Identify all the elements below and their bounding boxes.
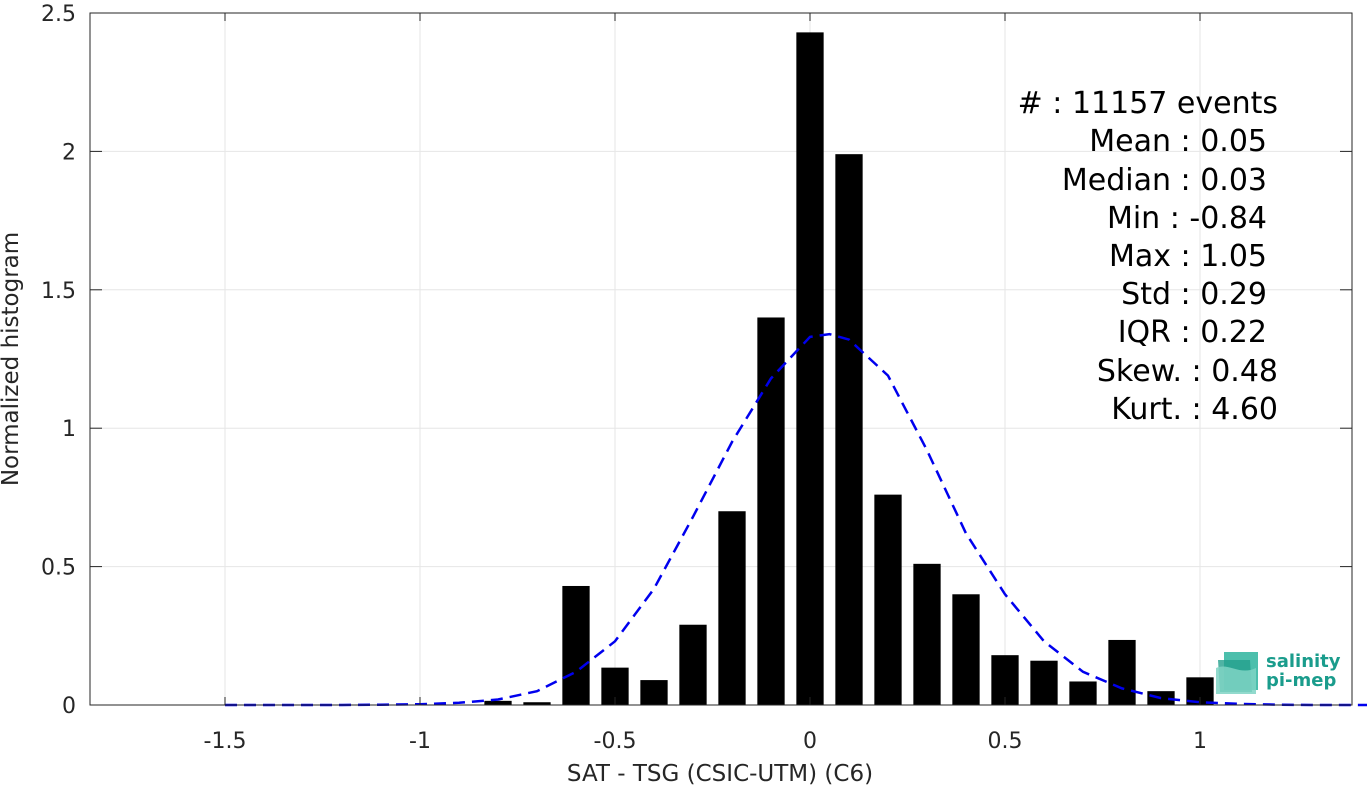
y-tick-label: 0 [62,694,76,719]
axes-box [89,12,1353,706]
ticks [90,12,1352,706]
stat-iqr: IQR : 0.22 [1118,315,1267,350]
x-tick-label: -0.5 [594,729,637,754]
normal-fit-line [225,332,1367,707]
stat-events: # : 11157 events [1018,86,1278,121]
histogram-bar [679,624,707,705]
histogram-bar [757,317,785,705]
bars [484,32,1214,706]
x-tick-label: 0 [803,729,817,754]
stat-median: Median : 0.03 [1062,163,1267,198]
x-axis-title: SAT - TSG (CSIC-UTM) (C6) [567,761,873,785]
histogram-bar [718,511,746,705]
x-tick-label: 1 [1193,729,1207,754]
histogram-bar [484,700,512,705]
histogram-bar [913,563,941,705]
x-tick-label: -1.5 [204,729,247,754]
histogram-bar [1069,681,1097,705]
histogram-bar [835,154,863,706]
x-tick-label: -1 [409,729,431,754]
histogram-bar [991,655,1019,705]
y-tick-label: 1 [62,417,76,442]
histogram-bar [1108,639,1136,705]
stats-box: # : 11157 events Mean : 0.05 Median : 0.… [1018,86,1278,427]
histogram-bar [523,702,551,705]
y-tick-labels: 0 0.5 1 1.5 2 2.5 [41,2,76,719]
x-tick-labels: -1.5-1-0.500.511.5 [204,729,1207,754]
stat-skew: Skew. : 0.48 [1097,354,1278,389]
histogram-bar [952,594,980,705]
stat-max: Max : 1.05 [1109,239,1267,274]
wave-logo-icon [1216,652,1258,694]
histogram-bar [640,680,668,705]
y-tick-label: 2 [62,140,76,165]
salinity-pimep-logo: salinity pi-mep [1216,651,1341,694]
y-tick-label: 0.5 [41,556,76,581]
y-tick-label: 2.5 [41,2,76,27]
y-axis-title: Normalized histogram [0,232,24,486]
stat-std: Std : 0.29 [1121,277,1267,312]
histogram-bar [874,494,902,705]
logo-text-salinity: salinity [1266,651,1341,672]
histogram-bar [562,585,590,705]
stat-kurt: Kurt. : 4.60 [1111,392,1278,427]
logo-text-pimep: pi-mep [1266,670,1336,691]
x-tick-label: 0.5 [988,729,1023,754]
y-tick-label: 1.5 [41,279,76,304]
histogram-bar [796,32,824,706]
histogram-bar [1030,660,1058,705]
stat-mean: Mean : 0.05 [1089,124,1267,159]
stat-min: Min : -0.84 [1107,201,1267,236]
